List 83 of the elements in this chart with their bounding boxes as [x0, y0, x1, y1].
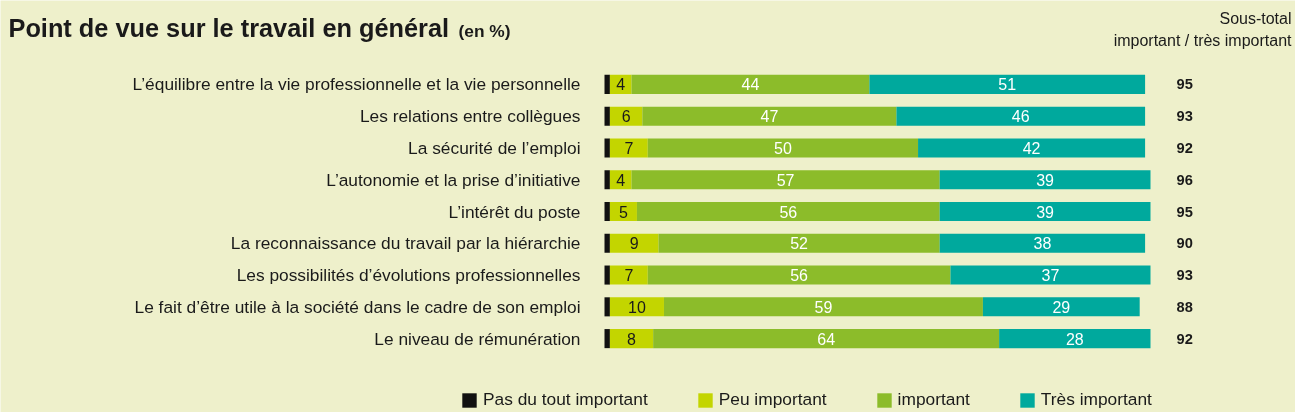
y-tick-label: La sécurité de l’emploi [408, 137, 581, 158]
bar [653, 329, 1000, 349]
bar [604, 74, 610, 94]
data-label: 64 [817, 330, 836, 348]
bar [604, 170, 610, 190]
data-label: 52 [790, 235, 809, 253]
data-label: 10 [628, 298, 646, 316]
bar [604, 297, 610, 317]
data-label: 9 [629, 235, 639, 253]
bar [609, 265, 648, 285]
bar [869, 74, 1146, 94]
bar [647, 265, 951, 285]
bar [604, 233, 610, 253]
bar [647, 138, 919, 158]
bar [609, 233, 659, 253]
y-tick-label: L’intérêt du poste [448, 201, 581, 222]
data-label: 6 [621, 108, 631, 126]
data-label: 56 [790, 267, 809, 285]
bar [604, 106, 610, 126]
text: 95 [1176, 203, 1193, 220]
data-label: 56 [779, 203, 798, 221]
bar [939, 233, 1146, 253]
data-label: 28 [1065, 330, 1084, 348]
text: 93 [1176, 108, 1193, 125]
bar [609, 138, 648, 158]
bar [642, 106, 897, 126]
text: 92 [1176, 330, 1193, 347]
bar [604, 201, 610, 222]
text: Point de vue sur le travail en général [8, 13, 450, 42]
bar [658, 233, 940, 253]
y-tick-label: Les relations entre collègues [359, 106, 581, 127]
text: 88 [1176, 298, 1193, 315]
data-label: 7 [624, 139, 634, 157]
bar [896, 106, 1146, 126]
bar [604, 265, 610, 285]
text: 93 [1176, 267, 1193, 284]
text: 92 [1176, 139, 1193, 156]
y-tick-label: Le fait d’être utile à la société dans le cadre de son emploi [134, 296, 581, 317]
data-label: 39 [1036, 203, 1055, 221]
data-label: 42 [1022, 139, 1041, 157]
data-label: 29 [1052, 298, 1071, 316]
bar [604, 138, 610, 158]
legend-label: important [897, 389, 970, 410]
bar [939, 170, 1151, 190]
y-tick-label: L’équilibre entre la vie professionnelle et la vie personnelle [132, 74, 581, 95]
legend-label: Pas du tout important [483, 389, 648, 410]
data-label: 4 [616, 171, 626, 189]
bar [609, 329, 654, 349]
legend-label: Peu important [718, 389, 827, 410]
bar [999, 329, 1151, 349]
data-label: 8 [627, 330, 637, 348]
bar [604, 329, 610, 349]
data-label: 37 [1041, 267, 1060, 285]
bar [636, 201, 940, 222]
text: 90 [1176, 235, 1193, 252]
text: 95 [1176, 76, 1193, 93]
bar [918, 138, 1146, 158]
chart-subtitle: (en %) [458, 20, 511, 41]
y-tick-label: La reconnaissance du travail par la hiérarchie [230, 233, 581, 254]
legend-label: Très important [1040, 389, 1152, 410]
bar [982, 297, 1140, 317]
data-label: 51 [998, 76, 1017, 94]
data-label: 59 [814, 298, 833, 316]
data-label: 39 [1036, 171, 1055, 189]
data-label: 7 [624, 267, 634, 285]
y-tick-label: L’autonomie et la prise d’initiative [326, 169, 581, 190]
y-tick-label: Les possibilités d’évolutions professionnelles [236, 265, 581, 286]
bar [663, 297, 983, 317]
bar [939, 201, 1151, 222]
text: Sous-total important / très important [1113, 10, 1293, 49]
data-label: 4 [616, 76, 626, 94]
data-label: 38 [1033, 235, 1052, 253]
data-label: 57 [776, 171, 795, 189]
bar [631, 170, 940, 190]
bar [631, 74, 870, 94]
bar [950, 265, 1151, 285]
y-tick-label: Le niveau de rémunération [374, 328, 581, 349]
data-label: 50 [774, 139, 792, 157]
data-label: 44 [741, 76, 760, 94]
data-label: 46 [1011, 108, 1030, 126]
data-label: 5 [618, 203, 628, 221]
text: 96 [1176, 171, 1193, 188]
data-label: 47 [760, 108, 779, 126]
